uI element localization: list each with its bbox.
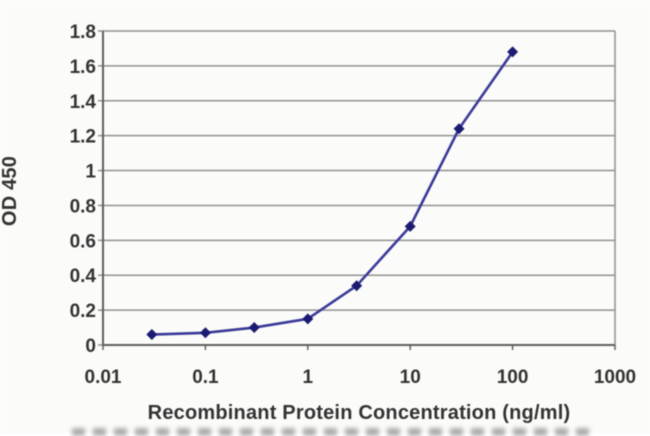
x-tick-label: 1 — [303, 367, 314, 388]
data-point-marker — [507, 46, 519, 58]
data-series-layer — [146, 46, 519, 341]
y-tick-label: 1.2 — [70, 127, 96, 148]
y-tick-label: 0.4 — [70, 266, 97, 287]
y-tick-label: 0.8 — [70, 196, 96, 217]
cropped-caption-remnant — [72, 428, 594, 436]
tick-labels-layer: 0.01 0.1 1 10 100 1000 0 0.2 0.4 0.6 0.8 1 1.2 1.4 1.6… — [70, 22, 637, 388]
data-point-marker — [302, 313, 314, 325]
data-point-marker — [404, 220, 416, 232]
data-point-marker — [453, 123, 465, 135]
x-axis-title: Recombinant Protein Concentration (ng/ml… — [148, 402, 571, 424]
data-point-marker — [199, 327, 211, 339]
y-tick-label: 0.2 — [70, 301, 96, 322]
x-tick-label: 0.1 — [192, 367, 219, 388]
x-tick-label: 100 — [497, 367, 529, 388]
y-axis-title: OD 450 — [0, 156, 21, 226]
y-tick-label: 1.4 — [70, 92, 97, 113]
data-point-marker — [146, 329, 158, 341]
x-tick-label: 0.01 — [85, 367, 122, 388]
y-tick-label: 1.6 — [70, 57, 96, 78]
data-point-marker — [248, 322, 260, 334]
y-tick-label: 1 — [85, 162, 96, 183]
gridlines-layer — [103, 30, 616, 345]
y-tick-label: 0.6 — [70, 231, 96, 252]
x-tick-label: 10 — [400, 367, 421, 388]
axes-layer — [98, 30, 616, 350]
y-tick-label: 1.8 — [70, 22, 96, 43]
x-tick-label: 1000 — [594, 367, 636, 388]
data-point-marker — [351, 280, 363, 292]
data-line — [150, 50, 514, 336]
y-tick-label: 0 — [85, 336, 96, 357]
